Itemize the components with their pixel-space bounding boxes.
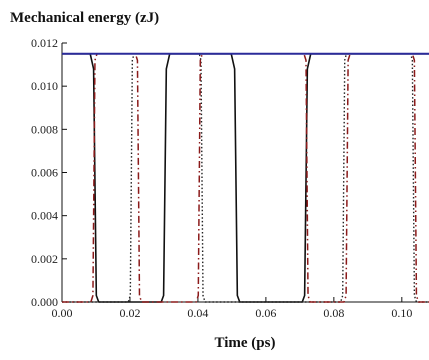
series-line-3: [62, 53, 429, 303]
series-line-2: [62, 53, 429, 303]
y-tick-label: 0.002: [31, 252, 58, 266]
x-tick-label: 0.10: [391, 306, 412, 320]
x-axis-label: Time (ps): [215, 335, 276, 351]
x-tick-label: 0.02: [119, 306, 140, 320]
x-tick-label: 0.00: [52, 306, 73, 320]
x-tick-label: 0.04: [187, 306, 208, 320]
y-tick-label: 0.008: [31, 122, 58, 136]
y-tick-label: 0.004: [31, 209, 58, 223]
y-tick-label: 0.012: [31, 36, 58, 50]
x-tick-label: 0.06: [255, 306, 276, 320]
series-line-1: [62, 52, 429, 303]
y-tick-label: 0.006: [31, 166, 58, 180]
x-tick-label: 0.08: [323, 306, 344, 320]
chart-title: Mechanical energy (zJ): [10, 10, 159, 26]
y-tick-label: 0.010: [31, 79, 58, 93]
y-tick-label: 0.000: [31, 295, 58, 309]
plot-area: 0.000 0.002 0.004 0.006 0.008 0.010 0.012 0.00 0…: [31, 36, 429, 320]
